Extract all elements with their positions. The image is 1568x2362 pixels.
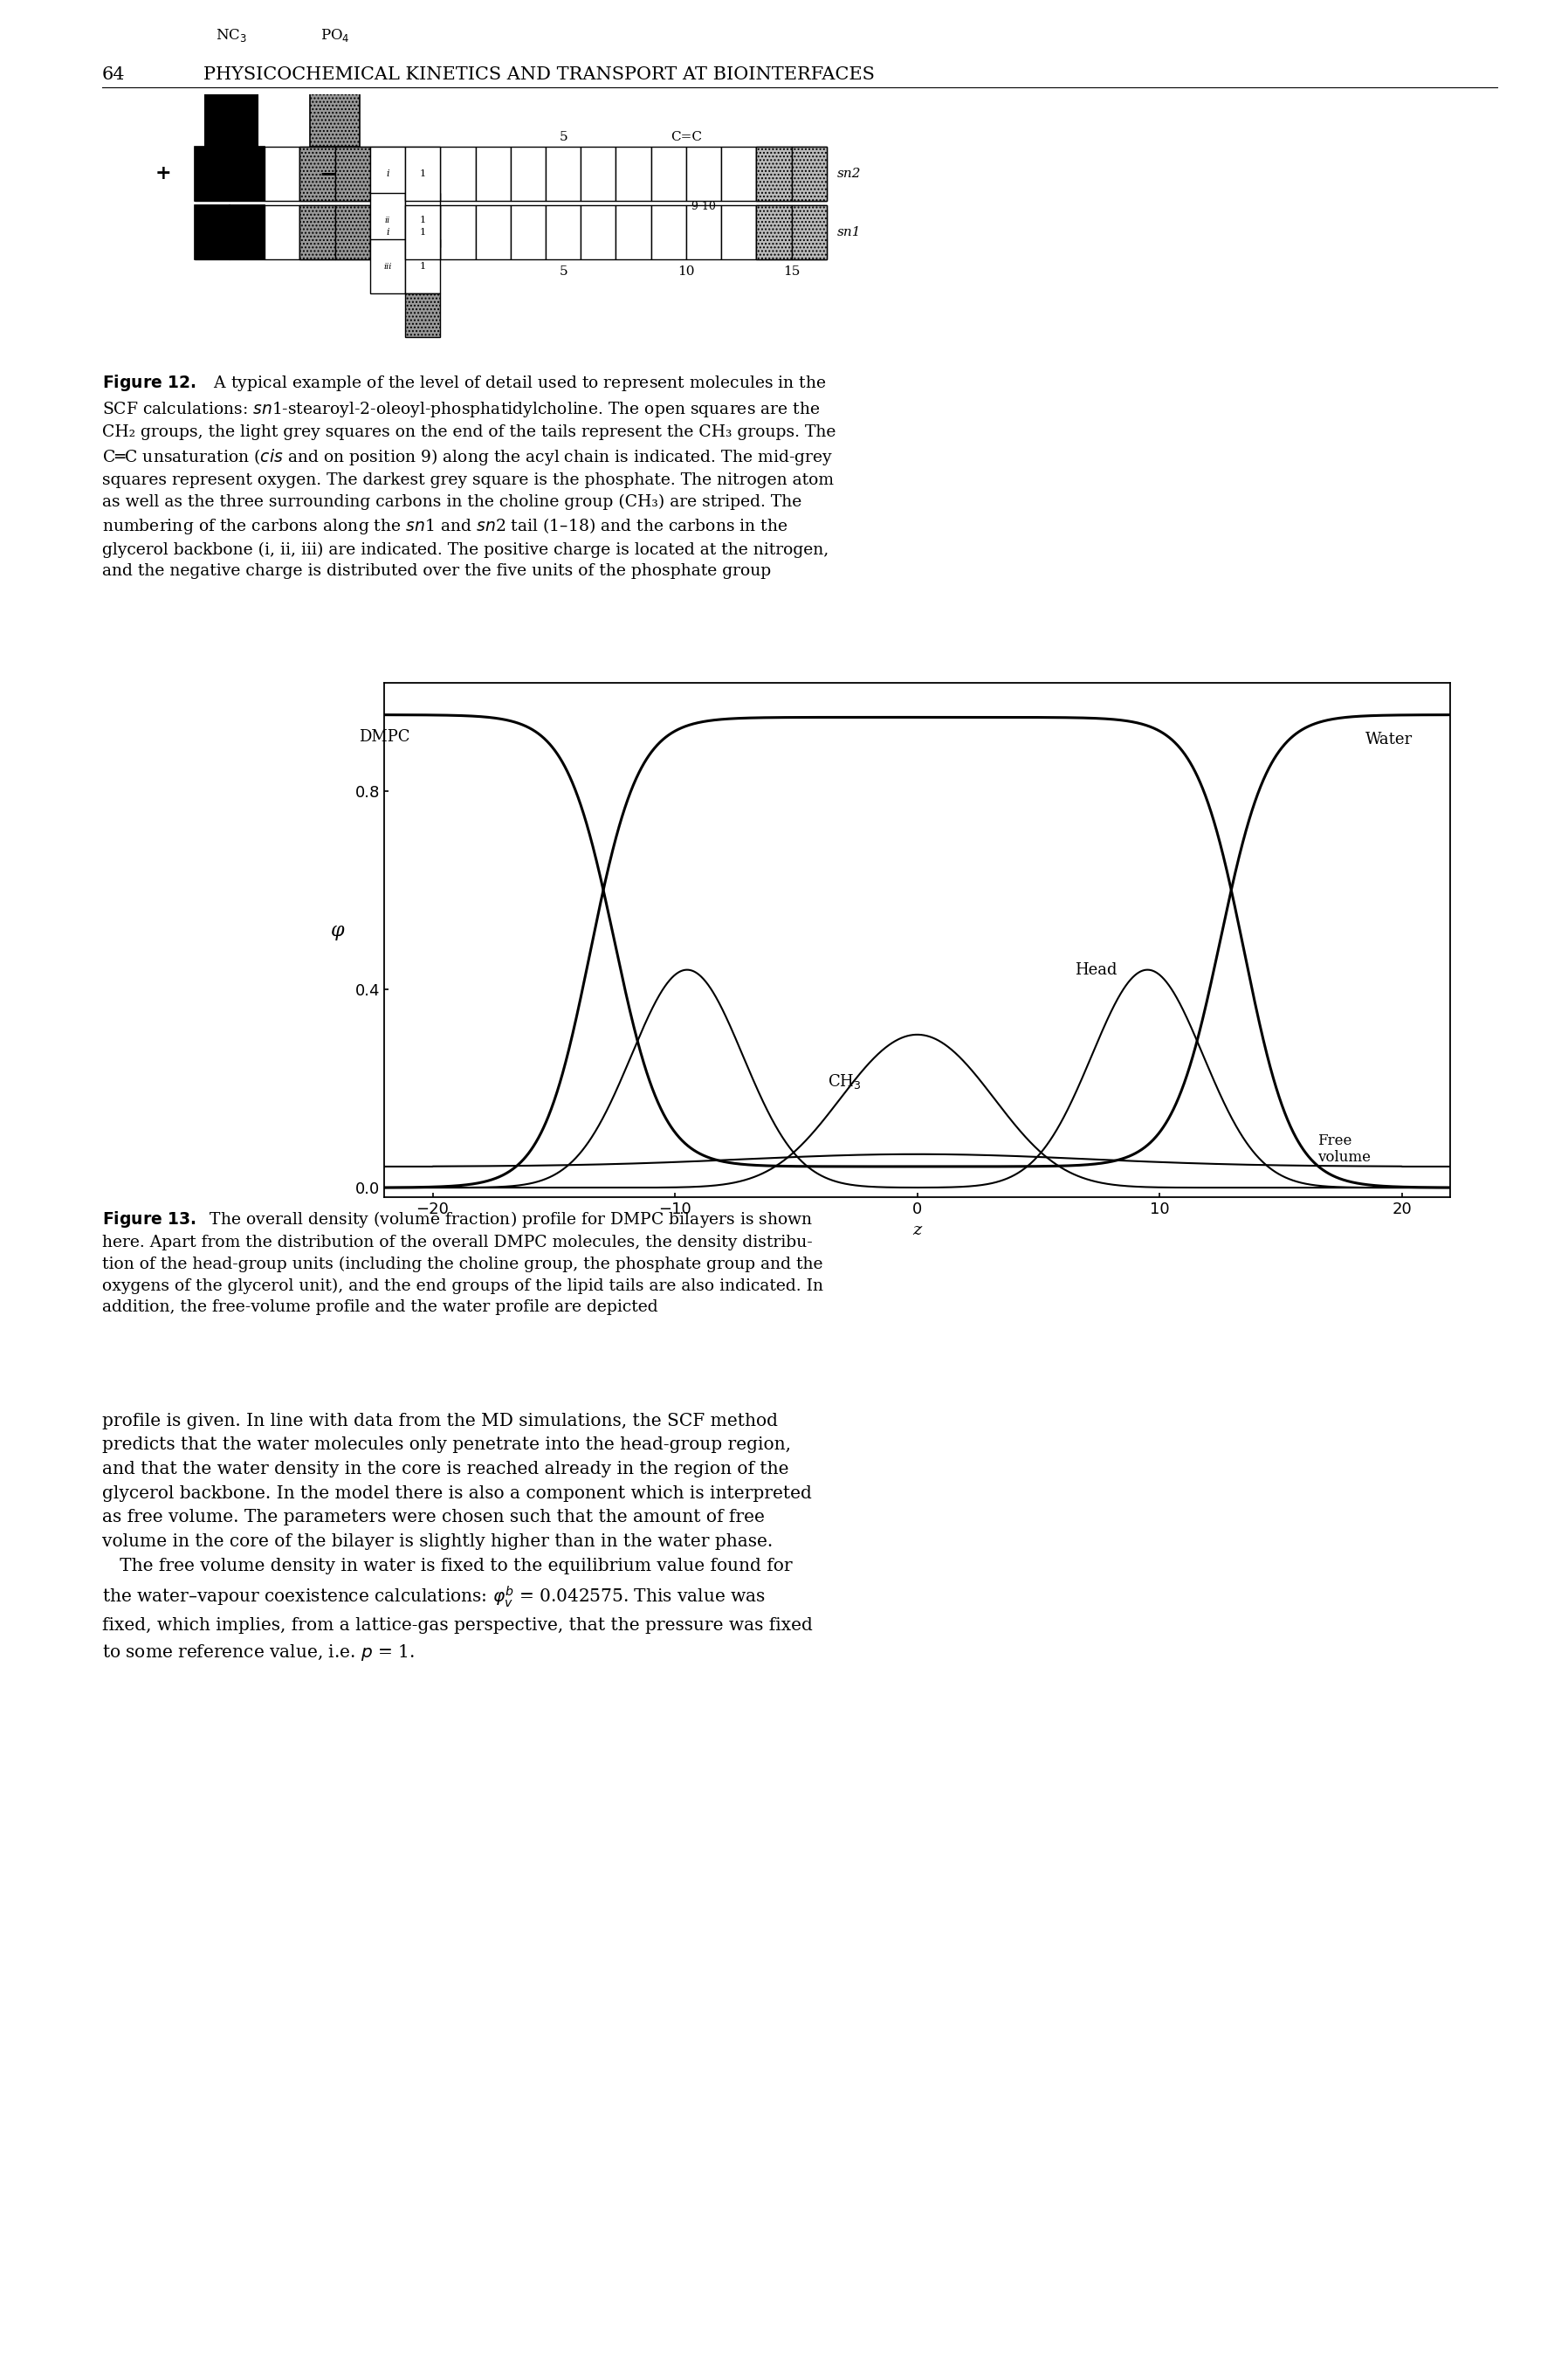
Bar (792, 146, 826, 201)
Text: 1: 1 (420, 215, 426, 224)
Text: C=C: C=C (671, 130, 702, 144)
X-axis label: z: z (913, 1224, 922, 1238)
Bar (405, 194, 441, 248)
Bar (229, 205, 265, 260)
Text: 10: 10 (677, 265, 695, 276)
Bar (370, 146, 405, 201)
Text: +: + (155, 165, 171, 184)
Bar (756, 146, 792, 201)
Text: NC$_3$: NC$_3$ (216, 26, 248, 43)
Text: 1: 1 (420, 227, 426, 236)
Bar (405, 146, 441, 201)
Bar (687, 146, 721, 201)
Bar (756, 205, 792, 260)
Text: Free
volume: Free volume (1317, 1134, 1370, 1164)
Bar (229, 205, 265, 260)
Bar (265, 205, 299, 260)
Bar (721, 205, 756, 260)
Text: 9 10: 9 10 (691, 201, 717, 213)
Bar (651, 146, 687, 201)
Text: 64: 64 (102, 66, 125, 83)
Text: Water: Water (1366, 732, 1413, 746)
Bar (721, 146, 756, 201)
Bar (336, 146, 370, 201)
Text: i: i (386, 227, 389, 236)
Bar (475, 205, 511, 260)
Bar (616, 146, 651, 201)
Bar (194, 205, 229, 260)
Bar (546, 146, 580, 201)
Text: $\mathbf{Figure\ 13.}$  The overall density (volume fraction) profile for DMPC b: $\mathbf{Figure\ 13.}$ The overall densi… (102, 1209, 823, 1316)
Bar (756, 205, 792, 260)
Text: ii: ii (384, 217, 390, 224)
Bar (756, 146, 792, 201)
Text: 15: 15 (782, 265, 800, 276)
Bar (405, 293, 441, 338)
Text: sn1: sn1 (837, 227, 861, 239)
Bar (194, 146, 229, 201)
Bar (370, 239, 405, 293)
Bar (405, 239, 441, 293)
Text: −: − (318, 163, 337, 184)
Text: Head: Head (1074, 961, 1116, 978)
Bar (580, 205, 616, 260)
Bar (299, 205, 336, 260)
Text: 5: 5 (560, 130, 568, 144)
Bar (475, 146, 511, 201)
Bar (511, 205, 546, 260)
Bar (441, 205, 475, 260)
Text: profile is given. In line with data from the MD simulations, the SCF method
pred: profile is given. In line with data from… (102, 1412, 812, 1663)
Text: iii: iii (384, 262, 392, 269)
Bar (229, 146, 265, 201)
Bar (265, 146, 299, 201)
Bar (370, 146, 405, 201)
Text: PO$_4$: PO$_4$ (320, 26, 350, 43)
Text: $\mathbf{Figure\ 12.}$$\;$  A typical example of the level of detail used to rep: $\mathbf{Figure\ 12.}$$\;$ A typical exa… (102, 373, 836, 579)
Text: 1: 1 (420, 262, 426, 272)
Text: sn2: sn2 (837, 168, 861, 180)
Bar (336, 205, 370, 260)
Bar (580, 146, 616, 201)
Bar (370, 205, 405, 260)
Bar (205, 50, 257, 146)
Bar (194, 146, 229, 201)
Text: 5: 5 (560, 265, 568, 276)
Bar (687, 205, 721, 260)
Y-axis label: φ: φ (331, 921, 345, 940)
Bar (792, 205, 826, 260)
Bar (616, 205, 651, 260)
Text: CH$_3$: CH$_3$ (828, 1072, 861, 1091)
Text: DMPC: DMPC (359, 730, 409, 744)
Bar (546, 205, 580, 260)
Bar (441, 146, 475, 201)
Bar (651, 205, 687, 260)
Bar (405, 205, 441, 260)
Bar (405, 205, 441, 260)
Bar (405, 146, 441, 201)
Bar (792, 205, 826, 260)
Bar (299, 205, 336, 260)
Bar (336, 205, 370, 260)
Bar (370, 194, 405, 248)
Bar (310, 50, 359, 146)
Bar (511, 146, 546, 201)
Text: PHYSICOCHEMICAL KINETICS AND TRANSPORT AT BIOINTERFACES: PHYSICOCHEMICAL KINETICS AND TRANSPORT A… (204, 66, 875, 83)
Bar (299, 146, 336, 201)
Bar (370, 205, 405, 260)
Bar (229, 146, 265, 201)
Bar (299, 146, 336, 201)
Bar (336, 146, 370, 201)
Bar (194, 205, 229, 260)
Text: i: i (386, 170, 389, 180)
Bar (792, 146, 826, 201)
Text: 1: 1 (420, 170, 426, 180)
